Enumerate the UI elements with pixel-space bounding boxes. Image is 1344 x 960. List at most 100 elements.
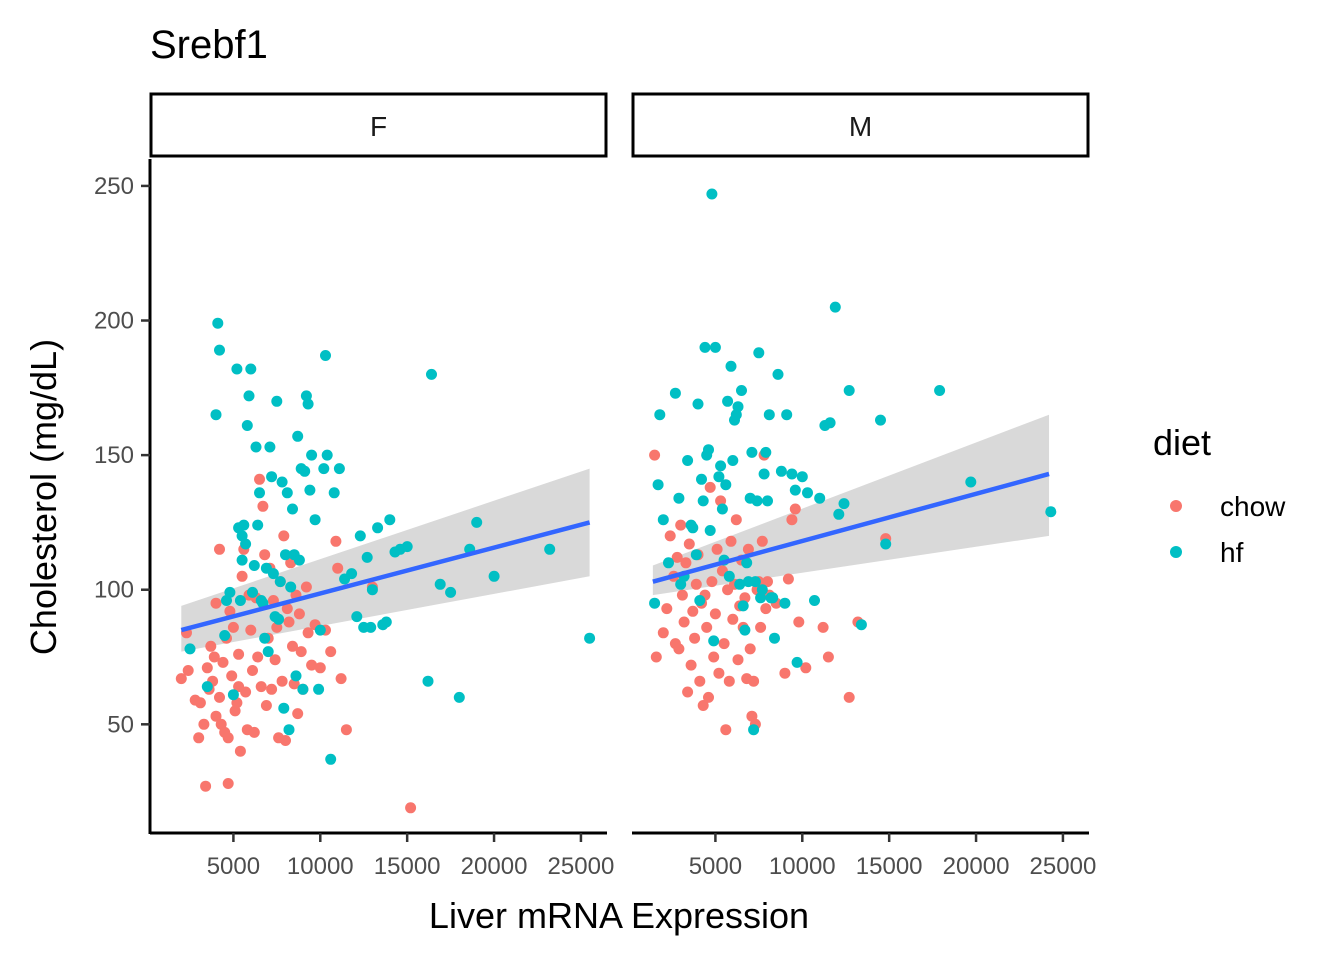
point-hf xyxy=(333,463,345,475)
point-hf xyxy=(299,465,311,477)
point-chow xyxy=(822,651,834,663)
point-hf xyxy=(248,560,260,571)
point-hf xyxy=(708,635,720,647)
point-chow xyxy=(314,662,326,674)
point-hf xyxy=(306,449,318,461)
point-hf xyxy=(669,387,681,399)
point-hf xyxy=(843,385,855,396)
point-hf xyxy=(184,643,196,655)
point-chow xyxy=(800,662,812,674)
point-chow xyxy=(711,543,723,555)
point-chow xyxy=(255,681,267,693)
point-hf xyxy=(663,557,674,569)
point-hf xyxy=(649,597,661,609)
facet-strip-label: M xyxy=(849,111,872,142)
point-chow xyxy=(292,708,304,720)
point-hf xyxy=(302,398,314,410)
point-hf xyxy=(290,670,302,682)
point-hf xyxy=(354,530,366,542)
point-hf xyxy=(471,516,483,528)
point-hf xyxy=(453,691,465,703)
point-hf xyxy=(751,495,763,507)
point-hf xyxy=(687,522,699,534)
point-chow xyxy=(222,778,234,789)
point-hf xyxy=(791,656,803,668)
point-hf xyxy=(328,487,340,499)
point-hf xyxy=(278,702,290,714)
point-chow xyxy=(689,632,701,644)
point-hf xyxy=(673,492,685,504)
point-chow xyxy=(222,732,234,744)
point-hf xyxy=(713,471,725,483)
point-chow xyxy=(302,627,314,639)
point-chow xyxy=(685,659,697,671)
point-chow xyxy=(680,557,692,569)
point-chow xyxy=(703,691,714,703)
point-chow xyxy=(276,675,288,687)
point-chow xyxy=(678,616,690,628)
point-hf xyxy=(727,455,739,466)
facet-strip-label: F xyxy=(370,111,387,142)
facet-strip xyxy=(149,92,608,158)
point-hf xyxy=(250,441,262,453)
x-axis-title: Liver mRNA Expression xyxy=(429,895,809,936)
point-hf xyxy=(739,624,751,636)
point-hf xyxy=(732,401,744,413)
point-hf xyxy=(814,492,826,504)
point-hf xyxy=(422,675,434,687)
point-chow xyxy=(760,603,772,615)
point-chow xyxy=(661,603,673,615)
point-hf xyxy=(756,584,768,596)
point-hf xyxy=(762,495,773,507)
x-tick-label: 5000 xyxy=(689,853,742,880)
point-hf xyxy=(736,385,747,396)
legend-label-chow: chow xyxy=(1220,491,1286,522)
facet-panels: F 5000 10000 15000 20000 25000 50 100 150 200 250 M… xyxy=(94,92,1096,880)
point-chow xyxy=(281,603,293,615)
point-hf xyxy=(694,595,706,606)
regression-line xyxy=(180,520,591,633)
point-chow xyxy=(687,605,699,617)
point-chow xyxy=(210,597,222,609)
point-hf xyxy=(749,576,761,588)
point-hf xyxy=(720,479,732,491)
point-chow xyxy=(673,643,685,655)
point-chow xyxy=(236,570,248,582)
point-hf xyxy=(264,441,276,453)
x-tick-label: 20000 xyxy=(461,853,528,880)
point-chow xyxy=(748,675,760,687)
point-hf xyxy=(748,724,760,736)
point-hf xyxy=(224,586,236,598)
point-hf xyxy=(934,385,946,396)
y-tick-label: 50 xyxy=(107,711,134,738)
point-hf xyxy=(690,549,702,561)
point-chow xyxy=(762,576,773,588)
point-chow xyxy=(254,473,265,485)
point-hf xyxy=(584,632,596,644)
point-hf xyxy=(796,471,808,483)
point-hf xyxy=(293,554,305,566)
point-hf xyxy=(212,317,224,329)
point-hf xyxy=(201,681,213,693)
point-hf xyxy=(245,363,257,375)
point-hf xyxy=(734,578,746,590)
point-chow xyxy=(293,608,305,620)
point-chow xyxy=(257,500,269,512)
point-hf xyxy=(722,395,734,407)
point-chow xyxy=(405,802,417,814)
point-hf xyxy=(855,619,867,631)
point-hf xyxy=(238,519,250,531)
point-chow xyxy=(280,735,291,746)
point-hf xyxy=(287,503,298,515)
point-chow xyxy=(650,651,662,663)
point-hf xyxy=(297,683,309,695)
point-chow xyxy=(224,605,236,617)
point-chow xyxy=(278,530,290,542)
legend-key-hf xyxy=(1170,546,1182,558)
point-hf xyxy=(775,465,787,477)
point-hf xyxy=(351,611,363,623)
x-tick-label: 15000 xyxy=(374,853,441,880)
point-chow xyxy=(240,686,252,698)
point-chow xyxy=(727,613,739,625)
